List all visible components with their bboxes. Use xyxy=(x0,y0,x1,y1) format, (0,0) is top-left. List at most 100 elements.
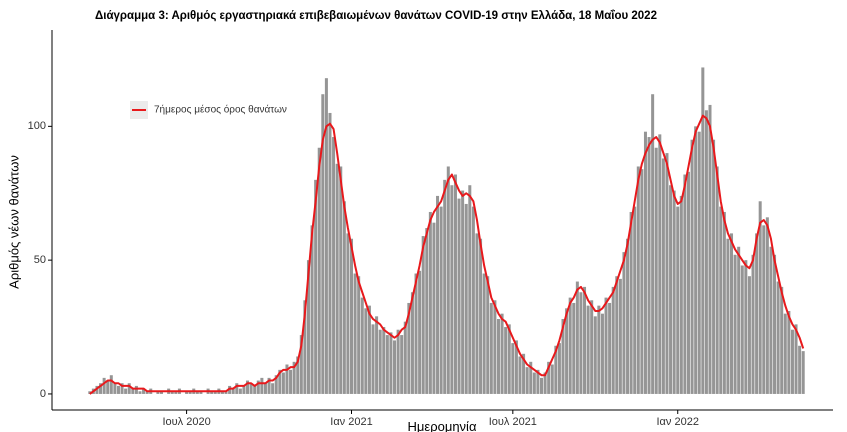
bar xyxy=(195,391,199,394)
y-tick-label: 0 xyxy=(40,388,46,400)
bar xyxy=(744,260,748,394)
bar xyxy=(504,327,508,394)
bar xyxy=(224,391,228,394)
bar xyxy=(428,211,432,394)
bar xyxy=(317,147,321,394)
bar xyxy=(235,383,239,394)
bar xyxy=(712,139,716,394)
bar xyxy=(156,391,160,394)
bar xyxy=(314,179,318,394)
bar xyxy=(389,332,393,394)
bar xyxy=(658,134,662,394)
bar xyxy=(568,297,572,394)
bar xyxy=(267,377,271,394)
bar xyxy=(332,137,336,394)
bar xyxy=(403,321,407,394)
bar xyxy=(439,206,443,394)
bar xyxy=(679,195,683,394)
y-axis-title: Αριθμός νέων θανάτων xyxy=(6,155,21,289)
bar xyxy=(342,201,346,394)
bar xyxy=(590,300,594,394)
bar xyxy=(769,246,773,394)
bar xyxy=(518,356,522,394)
bar xyxy=(579,292,583,394)
bar xyxy=(532,372,536,394)
bar xyxy=(95,385,99,394)
bar xyxy=(747,276,751,394)
bar xyxy=(393,340,397,394)
bar xyxy=(346,233,350,394)
bar xyxy=(583,286,587,394)
bar xyxy=(364,308,368,394)
bar xyxy=(400,335,404,394)
bar xyxy=(407,302,411,394)
bar xyxy=(461,190,465,394)
bar xyxy=(106,380,110,394)
bar xyxy=(199,391,203,394)
bar xyxy=(238,388,242,394)
legend-label: 7ήμερος μέσος όρος θανάτων xyxy=(154,104,287,116)
bar xyxy=(231,388,235,394)
bar xyxy=(220,391,224,394)
bar xyxy=(457,198,461,394)
bar xyxy=(471,206,475,394)
bar xyxy=(690,139,694,394)
bar xyxy=(446,166,450,394)
bar xyxy=(281,372,285,394)
bar xyxy=(324,78,328,394)
bar xyxy=(600,313,604,394)
bar xyxy=(185,391,189,394)
x-tick-label: Ιαν 2021 xyxy=(330,416,372,428)
bar xyxy=(271,383,275,394)
bar xyxy=(733,254,737,394)
bar xyxy=(188,391,192,394)
bar xyxy=(539,377,544,394)
bar xyxy=(299,335,303,394)
bar xyxy=(683,174,687,394)
bar xyxy=(557,343,561,394)
bar xyxy=(755,233,759,394)
bar xyxy=(142,388,146,394)
bar xyxy=(608,302,612,394)
bar xyxy=(604,297,608,394)
bar xyxy=(586,305,590,394)
bar xyxy=(704,110,708,394)
bar xyxy=(263,383,267,394)
bar xyxy=(525,367,529,394)
bar xyxy=(550,364,554,394)
bar xyxy=(453,174,457,394)
bar xyxy=(145,391,149,394)
y-tick-label: 50 xyxy=(34,254,46,266)
bar xyxy=(701,67,705,394)
bar xyxy=(790,329,794,394)
bar xyxy=(468,185,472,394)
bar xyxy=(306,260,310,394)
bar xyxy=(561,319,565,394)
bar xyxy=(496,319,500,394)
bar xyxy=(758,201,762,394)
bar xyxy=(360,297,364,394)
bar xyxy=(737,246,741,394)
bar xyxy=(414,273,418,394)
bar xyxy=(629,211,633,394)
bar xyxy=(661,158,665,394)
bar xyxy=(113,383,117,394)
bar xyxy=(425,228,429,394)
bar xyxy=(418,270,422,394)
bar xyxy=(303,300,307,394)
bar xyxy=(611,286,615,394)
bar xyxy=(102,377,106,394)
bar xyxy=(511,343,515,394)
bar xyxy=(665,153,669,394)
bar xyxy=(242,385,246,394)
bar xyxy=(686,171,690,394)
bar xyxy=(289,369,293,394)
bar xyxy=(522,353,526,394)
bar xyxy=(378,329,382,394)
bar xyxy=(794,324,798,394)
bar xyxy=(762,225,766,394)
bar xyxy=(708,104,712,394)
bar xyxy=(174,391,178,394)
bar xyxy=(783,313,787,394)
